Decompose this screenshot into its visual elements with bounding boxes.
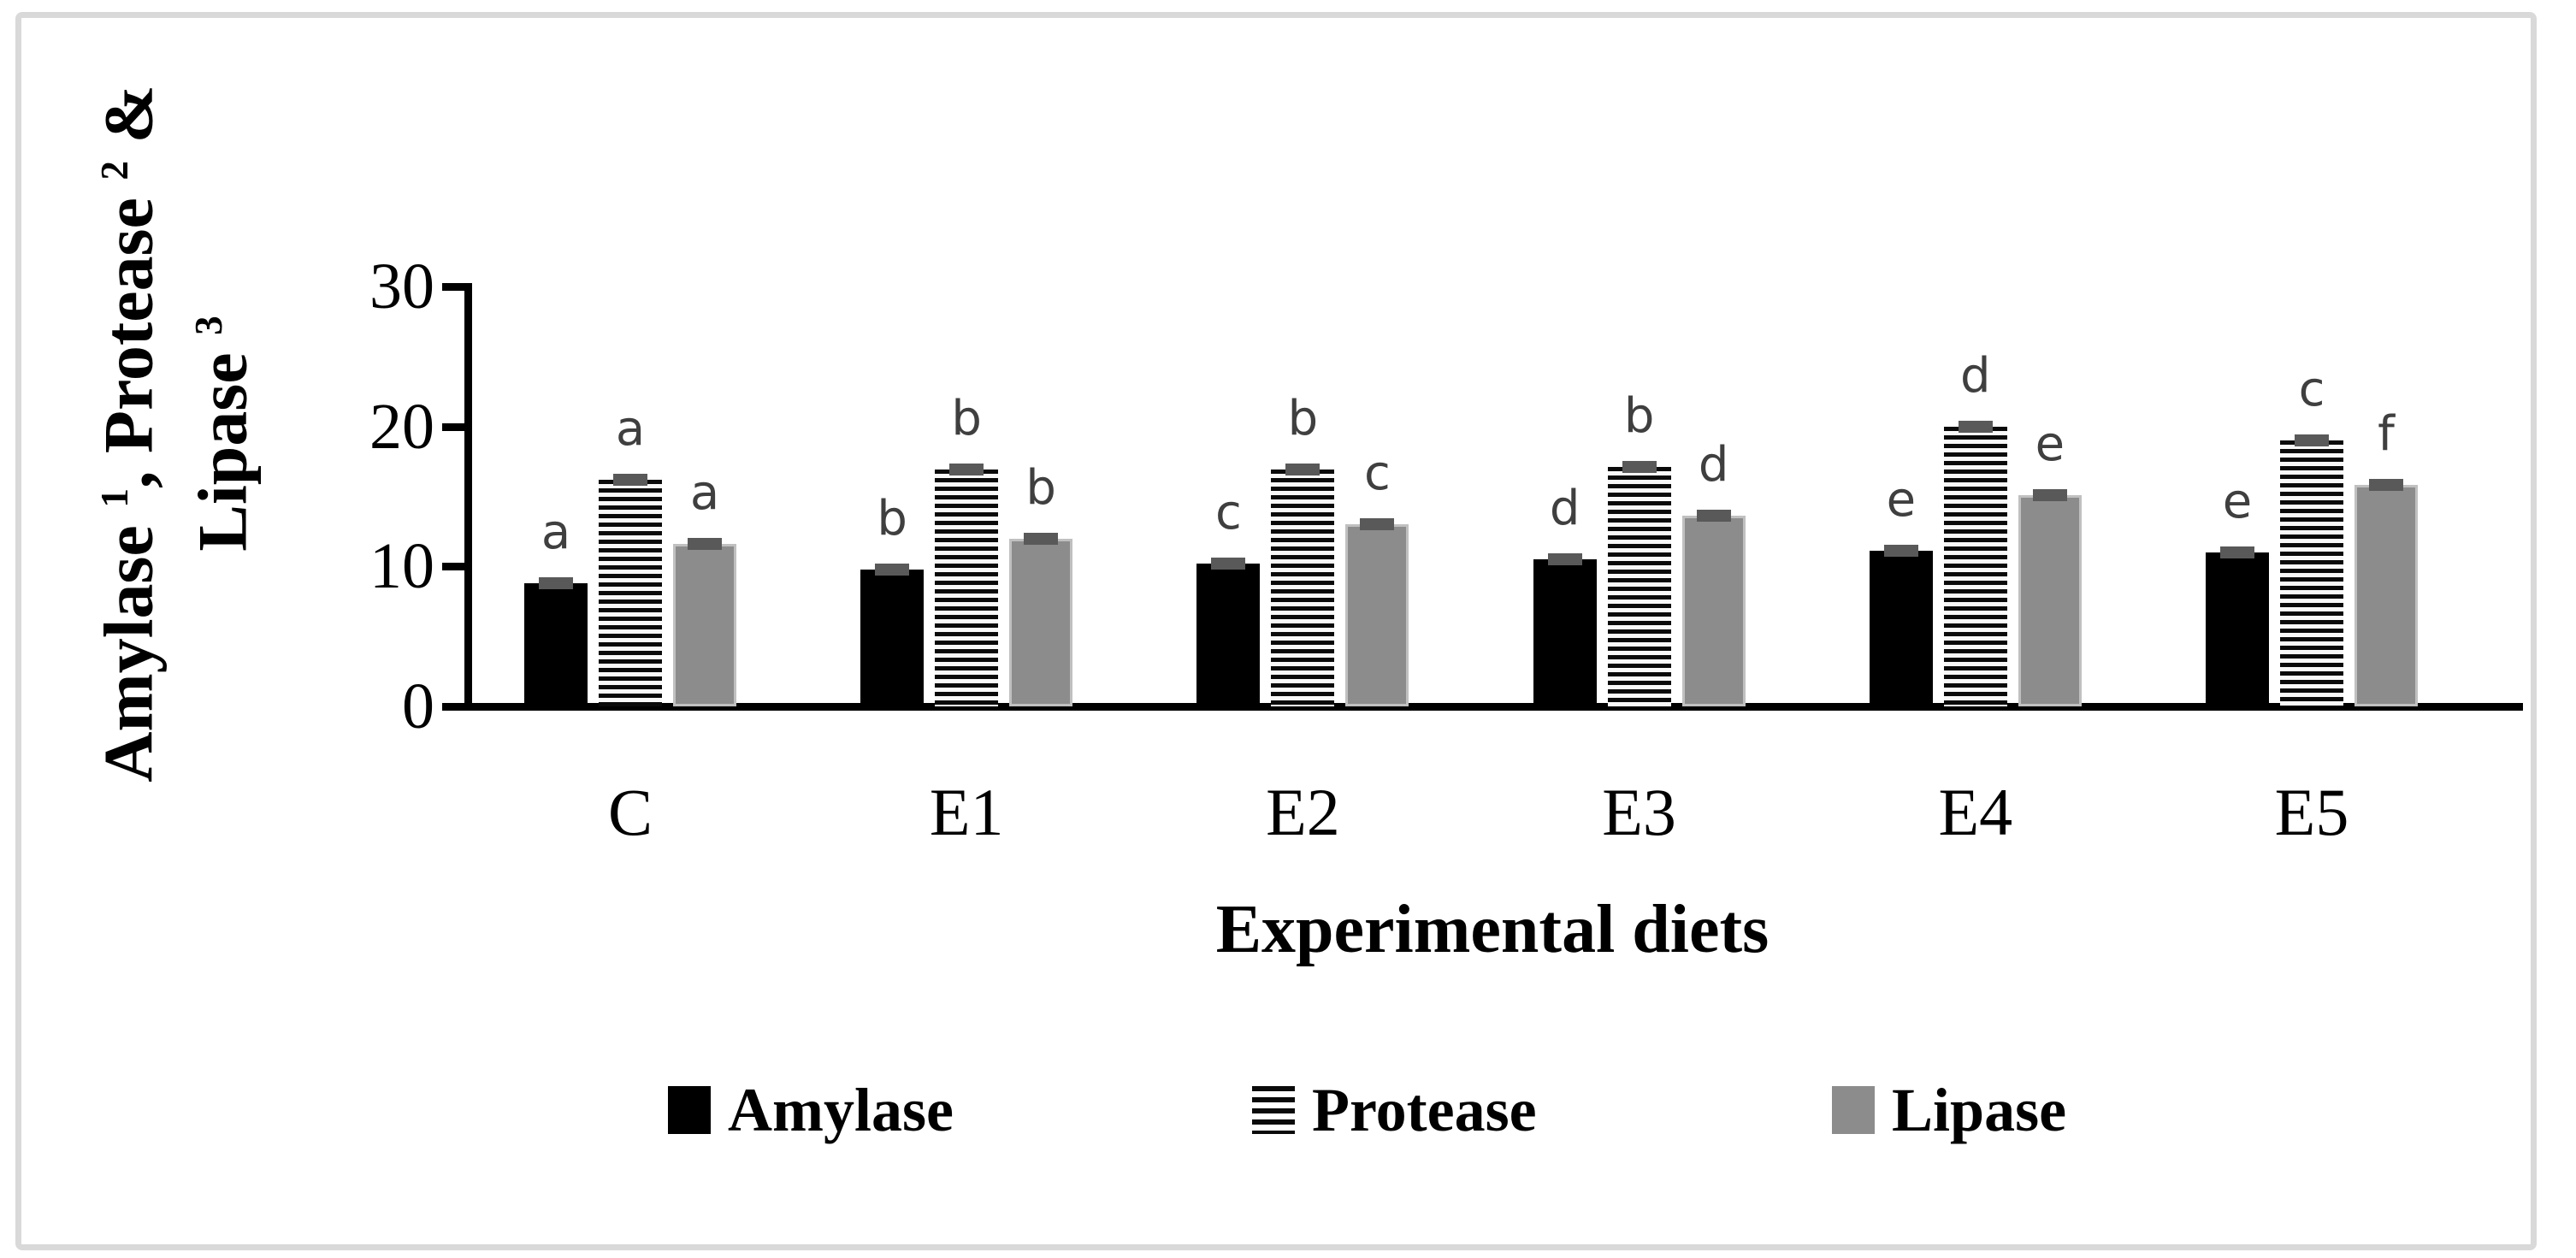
error-bar-cap [1958, 421, 1993, 433]
bar-lipase-E1 [1009, 539, 1073, 706]
category-label-C: C [607, 775, 653, 849]
legend-label: Amylase [728, 1075, 954, 1144]
y-tick-label: 0 [402, 670, 434, 742]
sig-letter: c [1363, 446, 1391, 501]
bar-protease-E4 [1943, 427, 2007, 706]
category-label-E4: E4 [1938, 775, 2013, 849]
error-bar-cap [1547, 553, 1582, 565]
y-tick-label: 30 [369, 250, 434, 322]
bar-protease-C [599, 480, 662, 706]
sig-letter: b [1025, 460, 1056, 516]
error-bar-cap [1024, 533, 1059, 545]
error-bar-cap [688, 538, 722, 550]
bar-protease-E3 [1607, 467, 1671, 706]
error-bar-cap [2032, 489, 2067, 501]
sig-letter: c [1214, 485, 1242, 540]
sig-letter: d [1698, 437, 1729, 493]
sig-letter: e [1886, 472, 1917, 528]
x-axis-line [442, 703, 2523, 711]
category-label-E3: E3 [1602, 775, 1676, 849]
bar-protease-E2 [1271, 470, 1335, 706]
bar-amylase-E5 [2206, 552, 2269, 706]
legend-item-lipase: Lipase [1832, 1074, 2066, 1146]
bar-protease-E1 [935, 470, 999, 706]
y-tick-label: 20 [369, 390, 434, 463]
category-label-E2: E2 [1266, 775, 1340, 849]
bar-lipase-E2 [1345, 524, 1409, 706]
x-axis-title: Experimental diets [1215, 892, 1770, 967]
bar-amylase-E1 [860, 570, 925, 706]
sig-letter: e [2035, 416, 2065, 472]
bar-amylase-E2 [1196, 564, 1261, 706]
error-bar-cap [2369, 479, 2403, 491]
sig-letter: b [951, 391, 982, 446]
category-label-E5: E5 [2274, 775, 2349, 849]
error-bar-cap [2220, 546, 2254, 558]
error-bar-cap [1360, 518, 1395, 530]
legend-item-protease: Protease [1252, 1074, 1537, 1146]
y-tick-mark [442, 422, 465, 431]
bar-protease-E5 [2280, 440, 2343, 706]
y-tick-mark [442, 563, 465, 571]
sig-letter: b [877, 491, 907, 546]
bar-lipase-C [673, 544, 736, 706]
error-bar-cap [1211, 558, 1246, 570]
bar-lipase-E5 [2354, 485, 2418, 706]
bar-lipase-E3 [1681, 516, 1746, 706]
figure-border [15, 12, 2537, 1250]
error-bar-cap [1696, 510, 1731, 522]
legend-label: Lipase [1892, 1075, 2067, 1144]
error-bar-cap [539, 577, 573, 589]
error-bar-cap [1622, 461, 1657, 473]
sig-letter: b [1287, 391, 1319, 446]
sig-letter: d [1960, 348, 1991, 404]
y-tick-label: 10 [369, 530, 434, 603]
y-axis-label: Amylase 1, Protease 2 & Lipase 3 [74, 6, 261, 861]
amylase-swatch-icon [668, 1086, 711, 1134]
sig-letter: a [689, 465, 720, 521]
y-axis-label-line: Amylase 1, Protease 2 & [89, 85, 168, 783]
legend-item-amylase: Amylase [668, 1074, 954, 1146]
sig-letter: b [1623, 388, 1655, 444]
error-bar-cap [1883, 545, 1918, 557]
sig-letter: f [2378, 406, 2395, 462]
bar-amylase-E4 [1869, 551, 1933, 706]
bar-lipase-E4 [2018, 495, 2082, 706]
error-bar-cap [2295, 434, 2329, 446]
y-axis-line [464, 283, 472, 711]
legend-label: Protease [1312, 1075, 1537, 1144]
category-label-E1: E1 [929, 775, 1004, 849]
lipase-swatch-icon [1832, 1086, 1875, 1134]
y-tick-mark [442, 282, 465, 291]
sig-letter: a [541, 505, 571, 560]
error-bar-cap [875, 564, 910, 576]
error-bar-cap [949, 464, 984, 475]
bar-amylase-C [524, 583, 588, 706]
bar-amylase-E3 [1533, 559, 1597, 706]
error-bar-cap [1285, 464, 1320, 475]
sig-letter: c [2298, 362, 2325, 417]
sig-letter: d [1549, 481, 1580, 536]
sig-letter: a [615, 401, 646, 457]
error-bar-cap [613, 474, 647, 486]
protease-swatch-icon [1252, 1086, 1295, 1134]
sig-letter: e [2222, 474, 2253, 529]
